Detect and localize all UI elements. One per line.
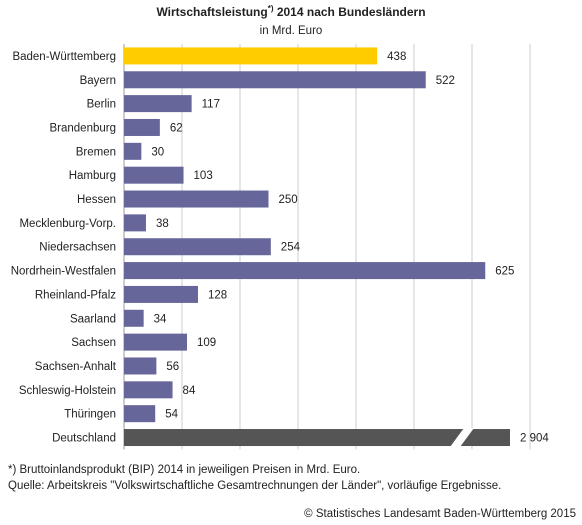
data-label: 54 (165, 409, 178, 421)
data-label: 84 (183, 385, 196, 397)
bar (124, 262, 486, 280)
data-label: 128 (208, 289, 227, 301)
category-label: Brandenburg (50, 122, 117, 134)
data-label: 522 (436, 75, 455, 87)
bar (124, 309, 144, 327)
category-label: Nordrhein-Westfalen (11, 266, 116, 278)
chart-subtitle: in Mrd. Euro (259, 25, 323, 37)
category-label: Sachsen-Anhalt (35, 361, 117, 373)
axis-break-mark (450, 428, 474, 448)
category-label: Rheinland-Pfalz (35, 289, 116, 301)
bar (124, 429, 510, 447)
data-label: 2 904 (520, 433, 549, 445)
category-label: Bremen (76, 146, 116, 158)
data-label: 30 (151, 146, 164, 158)
data-label: 38 (156, 218, 169, 230)
category-label: Schleswig-Holstein (19, 385, 116, 397)
data-label: 56 (166, 361, 179, 373)
bar (124, 47, 378, 65)
footnote: *) Bruttoinlandsprodukt (BIP) 2014 in je… (8, 464, 361, 476)
source-note: Quelle: Arbeitskreis "Volkswirtschaftlic… (8, 480, 502, 492)
category-label: Hamburg (69, 170, 116, 182)
bar (124, 142, 142, 160)
chart-title: Wirtschaftsleistung*) 2014 nach Bundeslä… (156, 4, 426, 19)
data-label: 117 (202, 99, 220, 111)
data-label: 254 (281, 242, 301, 254)
bar (124, 333, 188, 351)
data-label: 34 (154, 313, 167, 325)
category-label: Hessen (77, 194, 116, 206)
data-label: 103 (194, 170, 213, 182)
category-label: Bayern (80, 75, 116, 87)
bar (124, 285, 198, 303)
data-label: 109 (197, 337, 216, 349)
bar (124, 238, 271, 256)
bar (124, 118, 160, 136)
category-label: Thüringen (64, 409, 116, 421)
category-label: Berlin (87, 99, 116, 111)
bar (124, 381, 173, 399)
category-label: Saarland (70, 313, 116, 325)
data-label: 62 (170, 122, 183, 134)
category-label: Deutschland (52, 433, 116, 445)
category-label: Baden-Württemberg (12, 51, 116, 63)
data-label: 250 (279, 194, 298, 206)
copyright: © Statistisches Landesamt Baden-Württemb… (304, 508, 576, 520)
bar (124, 214, 146, 232)
bar (124, 357, 157, 375)
bar-chart: Baden-Württemberg 438 Bayern 522 Berlin 117 Br… (11, 44, 549, 450)
data-label: 438 (387, 51, 406, 63)
bar (124, 190, 269, 208)
bar (124, 166, 184, 184)
category-label: Niedersachsen (39, 242, 116, 254)
bar (124, 95, 192, 113)
bar (124, 71, 426, 89)
bar (124, 405, 156, 423)
category-label: Sachsen (71, 337, 116, 349)
category-label: Mecklenburg-Vorp. (19, 218, 116, 230)
data-label: 625 (495, 266, 514, 278)
